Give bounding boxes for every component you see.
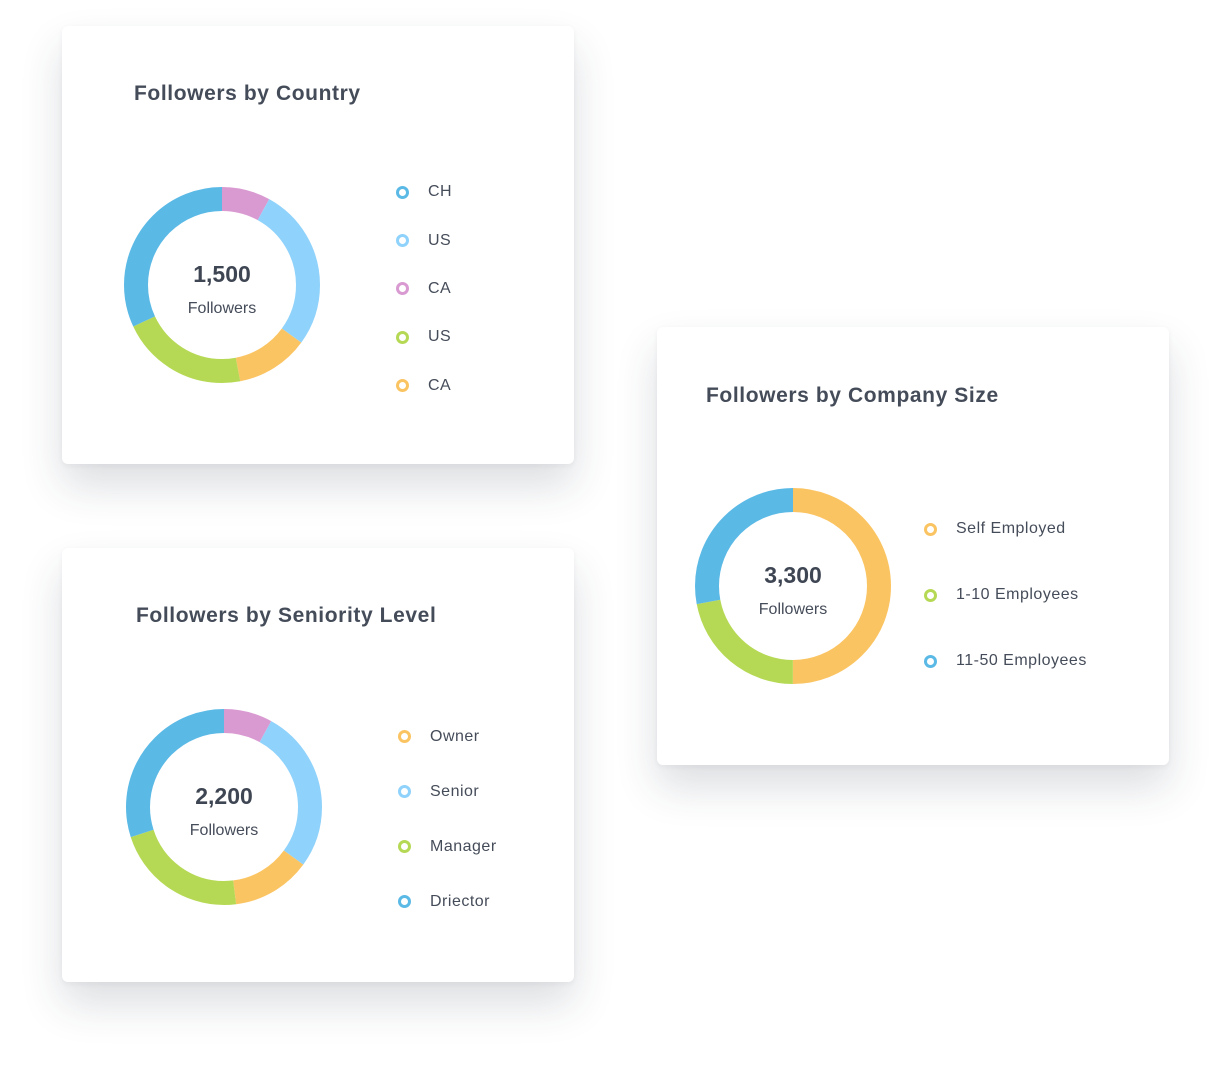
legend-ring-icon: [398, 730, 411, 743]
donut-segment: [124, 187, 320, 383]
legend-label: CH: [428, 183, 453, 201]
donut-chart: 2,200 Followers: [126, 709, 322, 905]
chart-title: Followers by Country: [134, 82, 361, 105]
legend-item: 1-10 Employees: [924, 562, 1087, 628]
legend-item: Self Employed: [924, 496, 1087, 562]
donut-chart: 1,500 Followers: [124, 187, 320, 383]
chart-legend: Self Employed 1-10 Employees 11-50 Employe…: [924, 496, 1087, 694]
legend-ring-icon: [396, 234, 409, 248]
donut-segment: [695, 488, 891, 684]
chart-legend: Owner Senior Manager Driector: [398, 709, 497, 929]
chart-title: Followers by Seniority Level: [136, 604, 437, 627]
legend-ring-icon: [398, 785, 411, 798]
followers-by-company-size-card: Followers by Company Size 3,300 Follower…: [657, 327, 1169, 765]
legend-label: Senior: [430, 782, 480, 800]
donut-segment: [126, 709, 322, 905]
followers-by-country-card: Followers by Country 1,500 Followers CH U…: [62, 26, 574, 464]
donut-segment: [124, 187, 320, 383]
legend-label: Driector: [430, 892, 491, 910]
chart-title: Followers by Company Size: [706, 384, 999, 407]
followers-by-seniority-card: Followers by Seniority Level 2,200 Follo…: [62, 548, 574, 982]
legend-item: CA: [396, 362, 452, 410]
donut-chart: 3,300 Followers: [695, 488, 891, 684]
legend-label: Self Employed: [956, 520, 1066, 537]
legend-item: US: [396, 313, 452, 361]
total-followers-caption: Followers: [188, 300, 256, 317]
legend-label: CA: [428, 376, 452, 394]
chart-legend: CH US CA US CA: [396, 168, 452, 410]
legend-ring-icon: [396, 282, 409, 296]
legend-item: Manager: [398, 819, 497, 874]
legend-ring-icon: [396, 379, 409, 393]
legend-item: Senior: [398, 764, 497, 819]
donut-segment: [126, 709, 322, 905]
legend-item: Owner: [398, 709, 497, 764]
total-followers-caption: Followers: [759, 601, 827, 618]
legend-ring-icon: [398, 840, 411, 853]
legend-ring-icon: [924, 522, 937, 536]
total-followers-value: 3,300: [764, 562, 822, 588]
legend-label: US: [428, 328, 452, 346]
legend-item: Driector: [398, 874, 497, 929]
legend-ring-icon: [396, 330, 409, 344]
legend-ring-icon: [396, 185, 409, 199]
total-followers-value: 2,200: [195, 783, 253, 809]
legend-item: CH: [396, 168, 452, 216]
legend-label: 1-10 Employees: [956, 586, 1079, 603]
donut-segment: [124, 187, 320, 383]
legend-label: Manager: [430, 837, 497, 855]
legend-label: Owner: [430, 727, 480, 745]
legend-ring-icon: [924, 654, 937, 668]
donut-segment: [126, 709, 322, 905]
legend-ring-icon: [924, 588, 937, 602]
legend-label: 11-50 Employees: [956, 652, 1087, 669]
legend-item: 11-50 Employees: [924, 628, 1087, 694]
legend-item: CA: [396, 265, 452, 313]
legend-label: CA: [428, 279, 452, 297]
legend-item: US: [396, 216, 452, 264]
total-followers-value: 1,500: [193, 261, 251, 287]
legend-label: US: [428, 231, 452, 249]
total-followers-caption: Followers: [190, 822, 258, 839]
legend-ring-icon: [398, 895, 411, 908]
